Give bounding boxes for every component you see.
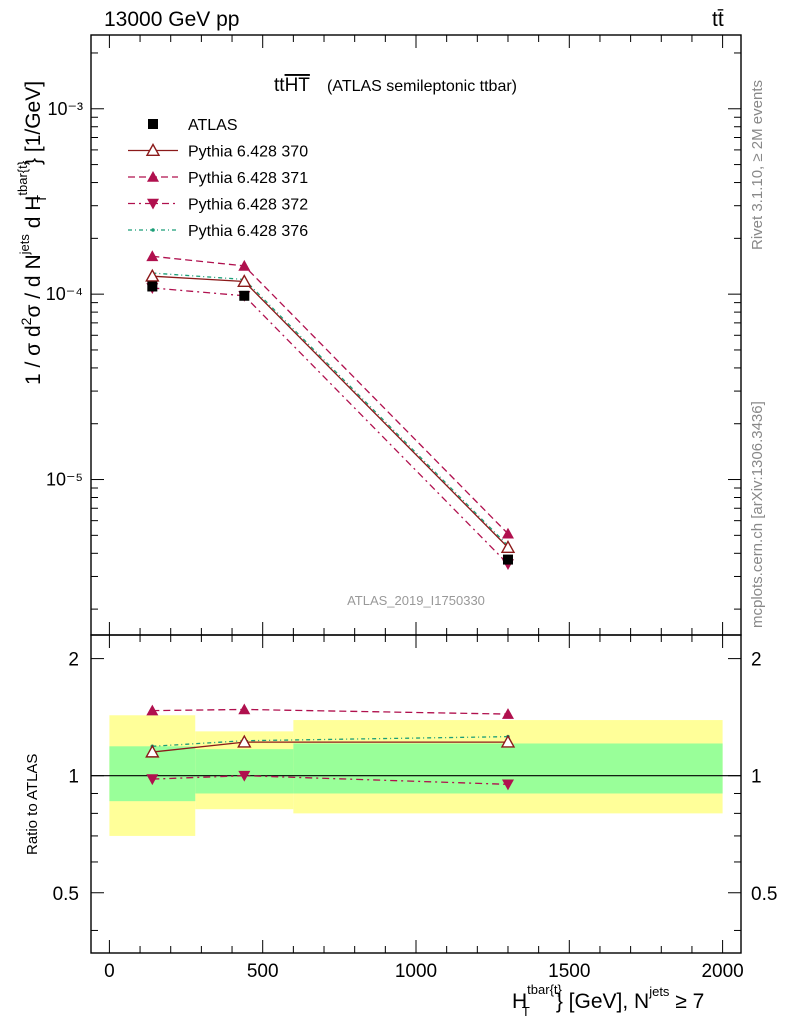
title-overline-part: HT: [285, 75, 311, 96]
main-point-pythia-6-428-371: [501, 527, 514, 539]
ratio-point-pythia-6-428-371: [501, 708, 514, 719]
main-y-ticks: 10⁻⁵ 10⁻⁴ 10⁻³: [46, 52, 741, 610]
legend-label-pythia-6-428-376: Pythia 6.428 376: [188, 223, 308, 240]
plot-title-paren: (ATLAS semileptonic ttbar): [327, 78, 517, 95]
legend-label-pythia-6-428-370: Pythia 6.428 370: [188, 144, 308, 161]
legend-marker-atlas: [148, 119, 158, 129]
x-tick-label: 2000: [701, 961, 743, 982]
legend-marker-pythia-6-428-371: [147, 171, 159, 182]
main-point-pythia-6-428-371: [146, 250, 159, 262]
main-point-pythia-6-428-370: [500, 540, 516, 553]
main-series-line-pythia-6-428-371: [152, 255, 509, 535]
rivet-label: Rivet 3.1.10, ≥ 2M events: [749, 80, 766, 250]
main-y-tick-label: 10⁻⁴: [46, 284, 83, 304]
legend-marker-pythia-6-428-372: [147, 198, 159, 210]
legend-label-pythia-6-428-371: Pythia 6.428 371: [188, 170, 308, 187]
x-tick-label: 1000: [395, 961, 437, 982]
legend-marker-pythia-6-428-370: [145, 143, 161, 157]
main-series-line-pythia-6-428-372: [152, 287, 509, 565]
ratio-series-group: [145, 703, 516, 791]
ratio-point-pythia-6-428-372: [501, 779, 514, 791]
x-tick-label: 500: [247, 961, 279, 982]
legend: ATLAS Pythia 6.428 370 Pythia 6.428 371 Pyt…: [128, 117, 308, 240]
ratio-point-pythia-6-428-372: [238, 770, 251, 782]
main-y-tick-label: 10⁻³: [47, 99, 83, 119]
x-axis-label: Htbar{t} T} [GeV], Njets ≥ 7: [512, 982, 704, 1019]
main-point-atlas: [239, 290, 250, 301]
x-tick-label: 0: [104, 961, 115, 982]
ratio-series-line-pythia-6-428-376: [152, 735, 508, 747]
ratio-point-pythia-6-428-372: [146, 774, 159, 786]
main-point-pythia-6-428-370: [145, 268, 160, 282]
main-point-pythia-6-428-370: [237, 274, 252, 288]
main-point-pythia-6-428-371: [238, 259, 251, 271]
main-series-line-pythia-6-428-376: [152, 272, 509, 547]
ratio-y-tick-label: 1: [68, 767, 79, 788]
ratio-point-pythia-6-428-370: [145, 744, 160, 758]
legend-label-pythia-6-428-372: Pythia 6.428 372: [188, 197, 308, 214]
ratio-point-pythia-6-428-370: [500, 734, 516, 748]
x-tick-label: 1500: [548, 961, 590, 982]
ratio-y-tick-label-right: 1: [751, 767, 762, 788]
main-point-atlas: [502, 554, 513, 565]
process-label: tt̄: [712, 8, 724, 31]
main-series-line-pythia-6-428-370: [152, 275, 509, 548]
main-series-group: [145, 250, 516, 571]
main-point-atlas: [147, 281, 158, 292]
ratio-point-pythia-6-428-371: [238, 703, 251, 715]
ratio-y-tick-label-right: 2: [751, 650, 762, 671]
ratio-y-tick-label: 0.5: [53, 884, 79, 905]
uncertainty-bands: [91, 715, 741, 836]
legend-marker-pythia-6-428-376: [151, 228, 155, 232]
ratio-point-pythia-6-428-370: [237, 734, 252, 748]
mcplots-label: mcplots.cern.ch [arXiv:1306.3436]: [749, 401, 766, 628]
legend-label-atlas: ATLAS: [188, 117, 238, 134]
ratio-point-pythia-6-428-371: [146, 704, 159, 716]
plot-title: ttHT: [274, 75, 310, 96]
ratio-series-line-pythia-6-428-371: [152, 708, 508, 715]
energy-label: 13000 GeV pp: [104, 8, 239, 31]
ratio-y-ticks: 0.5 0.5 1 1 2 2: [53, 650, 777, 931]
ratio-y-axis-label: Ratio to ATLAS: [24, 754, 41, 855]
main-y-tick-label: 10⁻⁵: [46, 470, 83, 490]
x-axis-ticks: 0 500 1000 1500 2000: [104, 35, 744, 982]
ratio-y-tick-label-right: 0.5: [751, 884, 777, 905]
main-y-axis-label: 1 / σ d2σ / d Njets d Htbar{t}T} [1/GeV]: [15, 81, 49, 385]
analysis-id: ATLAS_2019_I1750330: [347, 593, 485, 608]
ratio-y-tick-label: 2: [68, 650, 79, 671]
ratio-series-line-pythia-6-428-372: [152, 775, 509, 785]
